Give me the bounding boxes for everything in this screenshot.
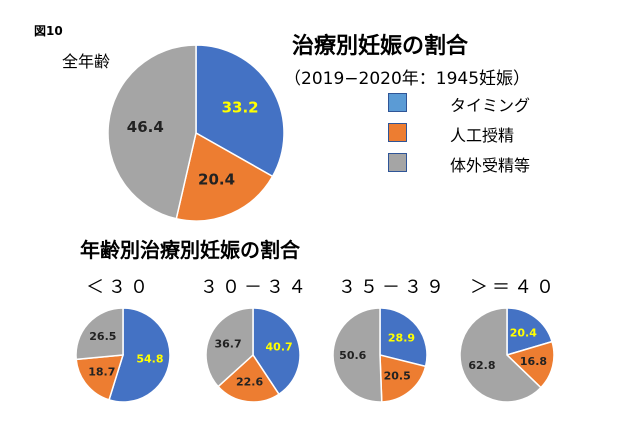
pie-overall-label-timing: 33.2 — [222, 98, 259, 116]
legend-item-artificial: 人工授精 — [388, 122, 588, 145]
legend-item-timing: タイミング — [388, 92, 588, 115]
pie-40-plus-slice-artificial — [505, 340, 555, 389]
pie-under-30-slice-artificial — [75, 354, 125, 401]
pie-under-30-label-timing: 54.8 — [136, 353, 163, 366]
legend-label-artificial: 人工授精 — [450, 126, 515, 145]
age-label-35-39: ３５－３９ — [338, 277, 448, 298]
pie-30-34-label-timing: 40.7 — [266, 341, 293, 354]
legend-item-ivf: 体外受精等 — [388, 152, 588, 175]
legend-swatch-ivf — [388, 153, 407, 172]
pie-35-39-label-artificial: 20.5 — [384, 370, 411, 383]
pie-under-30-slice-ivf — [75, 307, 124, 361]
legend-swatch-timing — [388, 93, 407, 112]
legend-label-ivf: 体外受精等 — [450, 156, 531, 175]
pie-30-34-label-ivf: 36.7 — [215, 337, 242, 350]
pie-40-plus-label-timing: 20.4 — [510, 327, 537, 340]
pie-under-30-slice-timing — [108, 307, 171, 403]
pie-overall: 33.2 20.4 46.4 — [107, 44, 285, 222]
pie-40-plus: 20.4 16.8 62.8 — [459, 307, 555, 403]
pie-35-39-slice-artificial — [379, 354, 427, 403]
by-age-title: 年齢別治療別妊娠の割合 — [80, 238, 300, 262]
pie-40-plus-slice-ivf — [459, 307, 542, 403]
legend-label-timing: タイミング — [450, 96, 531, 115]
chart-subtitle: （2019−2020年：1945妊娠） — [284, 69, 531, 89]
pie-40-plus-slice-timing — [506, 307, 553, 357]
age-label-30-34: ３０－３４ — [200, 277, 310, 298]
pie-40-plus-label-artificial: 16.8 — [520, 355, 547, 368]
pie-30-34: 40.7 22.6 36.7 — [205, 307, 301, 403]
pie-35-39-slice-timing — [379, 307, 428, 368]
figure-label: 図10 — [34, 24, 63, 38]
pie-35-39-label-ivf: 50.6 — [339, 349, 366, 362]
age-label-40-plus: ＞＝４０ — [470, 277, 558, 298]
pie-30-34-slice-artificial — [217, 353, 280, 403]
pie-under-30: 54.8 18.7 26.5 — [75, 307, 171, 403]
legend-swatch-artificial — [388, 123, 407, 142]
pie-overall-label-ivf: 46.4 — [127, 118, 164, 136]
pie-overall-label-artificial: 20.4 — [198, 171, 235, 189]
pie-under-30-label-artificial: 18.7 — [88, 366, 115, 379]
chart-title: 治療別妊娠の割合 — [292, 34, 469, 59]
age-label-under-30: ＜３０ — [86, 277, 152, 298]
pie-30-34-label-artificial: 22.6 — [236, 376, 263, 389]
pie-35-39: 28.9 20.5 50.6 — [332, 307, 428, 403]
pie-30-34-slice-ivf — [205, 307, 254, 388]
pie-overall-slice-ivf — [107, 44, 197, 220]
pie-35-39-slice-ivf — [332, 307, 383, 403]
pie-35-39-label-timing: 28.9 — [388, 332, 415, 345]
pie-overall-slice-timing — [195, 44, 285, 178]
pie-under-30-label-ivf: 26.5 — [89, 330, 116, 343]
pie-overall-slice-artificial — [175, 131, 274, 222]
overall-pie-label: 全年齢 — [62, 52, 111, 71]
pie-40-plus-label-ivf: 62.8 — [468, 359, 495, 372]
